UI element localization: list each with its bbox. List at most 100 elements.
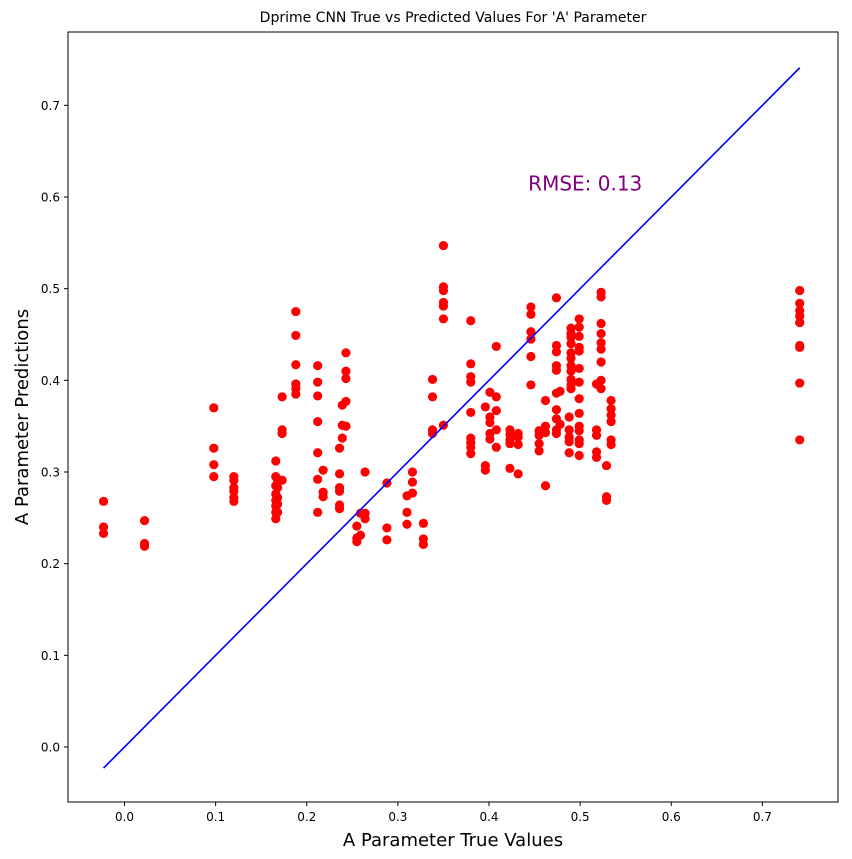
scatter-point [526,327,536,337]
scatter-point [334,443,345,453]
y-tick-label: 0.3 [41,466,60,480]
scatter-point [574,450,584,461]
scatter-point [485,434,495,444]
scatter-point [139,515,150,526]
scatter-point [313,377,323,387]
scatter-point [574,331,584,341]
scatter-point [418,539,428,550]
scatter-point [382,523,392,533]
scatter-point [209,460,219,470]
scatter-point [313,361,323,371]
scatter-point [591,430,602,440]
scatter-point [438,301,449,311]
scatter-point [795,435,805,445]
scatter-point [551,293,562,303]
scatter-point [407,467,418,477]
scatter-point [540,481,551,491]
y-tick-label: 0.0 [41,741,60,755]
scatter-point [574,314,584,324]
scatter-point [402,507,412,517]
scatter-point [596,328,606,339]
scatter-point [466,316,476,326]
scatter-point [291,306,301,317]
scatter-point [341,396,351,407]
scatter-point [341,366,351,376]
scatter-point [209,443,219,453]
y-axis: 0.0 0.1 0.2 0.3 0.4 0.5 0.6 0.7 [41,99,68,755]
plot-frame [67,31,839,803]
scatter-point [272,507,283,517]
scatter-point [526,351,536,362]
scatter-point [341,373,351,384]
y-axis-label: A Parameter Predictions [12,309,33,525]
x-tick-label: 0.4 [479,810,498,824]
scatter-point [596,344,606,354]
scatter-point [566,353,576,363]
scatter-point [491,442,501,452]
scatter-point [271,456,281,466]
scatter-point [551,340,562,351]
x-tick-label: 0.0 [115,810,134,824]
scatter-point [606,404,616,414]
y-tick-label: 0.1 [41,649,60,663]
scatter-point [229,496,239,506]
scatter-point [574,408,584,418]
scatter-point [540,395,551,406]
scatter-point [606,395,616,406]
scatter-point [466,377,476,387]
scatter-point [551,428,562,439]
scatter-point [526,302,536,312]
scatter-point [291,330,301,341]
scatter-point [272,482,283,493]
scatter-point [601,460,612,471]
scatter-point [491,425,501,435]
scatter-point [534,446,544,456]
scatter-point [564,448,574,458]
scatter-point [318,492,328,502]
plot-area [67,31,839,803]
scatter-point [606,410,616,420]
scatter-point [534,438,544,449]
scatter-point [407,477,418,487]
scatter-point [313,416,323,427]
scatter-point [291,389,301,399]
scatter-point [352,521,362,531]
y-tick-label: 0.6 [41,191,60,205]
scatter-point [466,449,476,459]
y-tick-label: 0.2 [41,557,60,571]
scatter-point [596,292,606,302]
scatter-point [291,360,301,370]
scatter-point [313,448,323,458]
scatter-point [526,380,536,390]
scatter-point [402,519,412,529]
scatter-point [407,488,418,498]
scatter-point [491,341,501,352]
scatter-point [466,442,476,452]
x-axis-label: A Parameter True Values [343,830,563,851]
scatter-point [313,474,323,484]
scatter-point [596,375,606,385]
scatter-point [591,452,602,462]
scatter-point [438,285,449,296]
scatter-point [272,493,283,503]
scatter-point [795,311,805,321]
scatter-point [418,518,428,528]
scatter-point [513,439,523,450]
scatter-point [564,425,574,435]
scatter-point [139,541,150,551]
scatter-point [540,421,551,431]
scatter-point [555,386,565,396]
scatter-point [277,392,287,402]
scatter-point [551,347,562,357]
scatter-point [334,504,345,514]
scatter-point [209,471,219,482]
scatter-point [574,322,584,332]
x-axis: 0.0 0.1 0.2 0.3 0.4 0.5 0.6 0.7 [115,802,772,824]
scatter-point [427,392,438,402]
scatter-point [485,417,495,428]
y-tick-label: 0.5 [41,282,60,296]
scatter-point [513,432,523,442]
scatter-point [229,486,239,496]
scatter-point [382,535,392,545]
